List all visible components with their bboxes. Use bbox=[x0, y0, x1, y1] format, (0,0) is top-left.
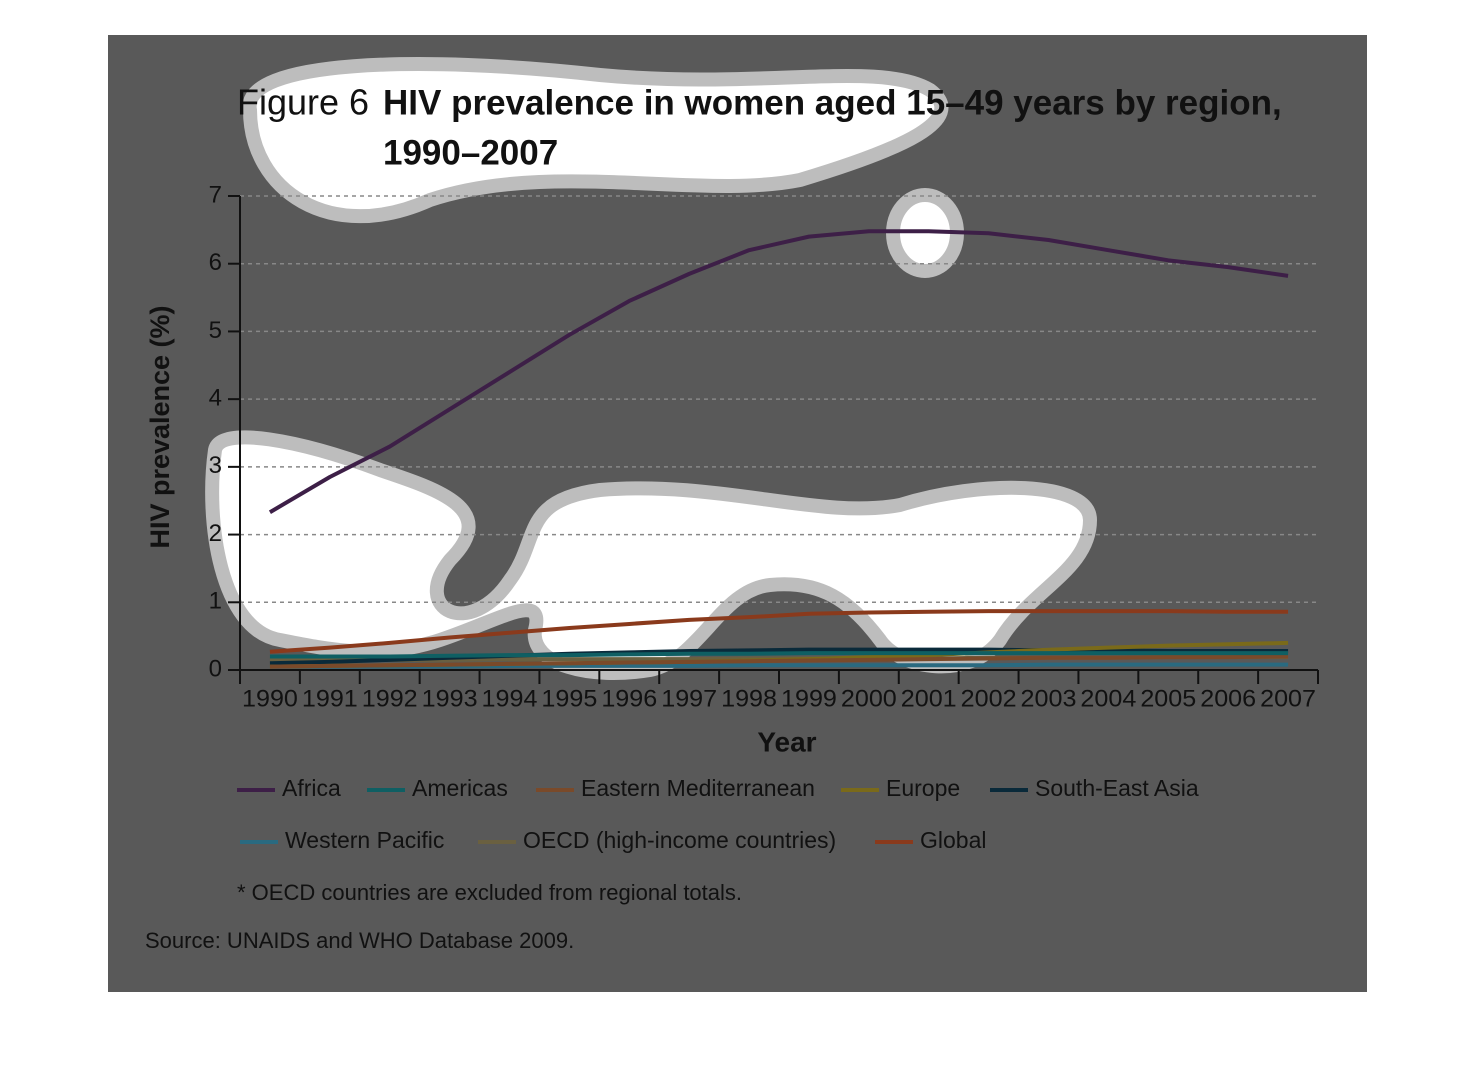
x-tick-label: 1999 bbox=[781, 685, 837, 712]
legend-label: Europe bbox=[886, 775, 960, 801]
y-tick-label: 3 bbox=[209, 452, 222, 479]
x-tick-label: 1997 bbox=[661, 685, 717, 712]
x-tick-label: 1995 bbox=[541, 685, 597, 712]
y-tick-label: 0 bbox=[209, 655, 222, 682]
x-tick-label: 2007 bbox=[1260, 685, 1316, 712]
y-tick-label: 5 bbox=[209, 317, 222, 344]
note: * OECD countries are excluded from regio… bbox=[237, 880, 742, 905]
chart-title: HIV prevalence in women aged 15–49 years… bbox=[383, 83, 1282, 122]
series-line bbox=[269, 654, 1289, 669]
x-tick-label: 2003 bbox=[1021, 685, 1077, 712]
x-tick-label: 2001 bbox=[901, 685, 957, 712]
legend-label: Global bbox=[920, 827, 986, 853]
legend-label: Americas bbox=[412, 775, 508, 801]
legend-label: Eastern Mediterranean bbox=[581, 775, 815, 801]
series-line bbox=[269, 609, 1289, 654]
legend-label: Africa bbox=[282, 775, 341, 801]
legend-label: OECD (high-income countries) bbox=[523, 827, 836, 853]
figure-label: Figure 6 bbox=[237, 82, 369, 123]
x-axis-title: Year bbox=[757, 726, 816, 757]
source: Source: UNAIDS and WHO Database 2009. bbox=[145, 928, 574, 953]
x-tick-label: 1991 bbox=[302, 685, 358, 712]
x-tick-label: 1992 bbox=[362, 685, 418, 712]
x-tick-label: 2000 bbox=[841, 685, 897, 712]
y-tick-label: 2 bbox=[209, 520, 222, 547]
y-tick-label: 1 bbox=[209, 588, 222, 615]
x-tick-label: 1990 bbox=[242, 685, 298, 712]
x-tick-label: 1993 bbox=[422, 685, 478, 712]
chart-title: 1990–2007 bbox=[383, 133, 558, 172]
x-tick-label: 1998 bbox=[721, 685, 777, 712]
series-line bbox=[269, 651, 1289, 659]
y-tick-label: 4 bbox=[209, 384, 222, 411]
x-tick-label: 2006 bbox=[1200, 685, 1256, 712]
x-tick-label: 1994 bbox=[482, 685, 538, 712]
series-line bbox=[268, 229, 1289, 514]
x-tick-label: 2005 bbox=[1140, 685, 1196, 712]
y-tick-label: 7 bbox=[209, 181, 222, 208]
x-tick-label: 2002 bbox=[961, 685, 1017, 712]
legend-label: Western Pacific bbox=[285, 827, 444, 853]
y-tick-label: 6 bbox=[209, 249, 222, 276]
series-line bbox=[269, 647, 1289, 666]
legend-label: South-East Asia bbox=[1035, 775, 1199, 801]
x-tick-label: 2004 bbox=[1080, 685, 1136, 712]
y-axis-title: HIV prevalence (%) bbox=[145, 305, 175, 548]
x-tick-label: 1996 bbox=[601, 685, 657, 712]
